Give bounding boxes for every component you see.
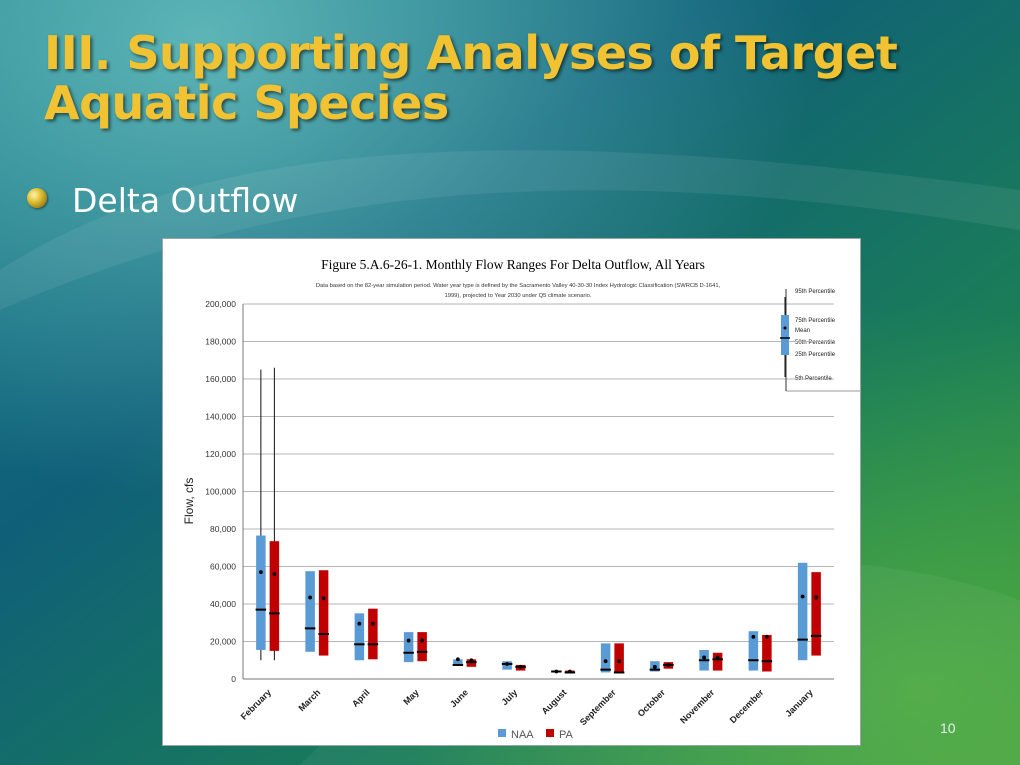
key-label-p95: 95th Percentile bbox=[795, 289, 836, 295]
y-tick-label: 60,000 bbox=[210, 562, 236, 572]
x-tick-label: November bbox=[678, 687, 717, 726]
y-tick-label: 200,000 bbox=[205, 299, 236, 309]
box-pa bbox=[368, 608, 378, 660]
x-tick-label: April bbox=[350, 687, 372, 709]
page-number: 10 bbox=[940, 720, 956, 736]
mean-dot-pa bbox=[617, 659, 622, 664]
key-label-p50: 50th Percentile bbox=[795, 340, 836, 346]
bullet-icon bbox=[27, 188, 47, 208]
mean-dot-naa bbox=[505, 662, 510, 666]
mean-dot-naa bbox=[603, 659, 608, 664]
key-mean-dot bbox=[783, 326, 787, 330]
y-tick-label: 80,000 bbox=[210, 524, 236, 534]
y-tick-label: 180,000 bbox=[205, 337, 236, 347]
x-tick-label: March bbox=[296, 687, 322, 713]
box-pa bbox=[712, 652, 723, 671]
key-label-p25: 25th Percentile bbox=[795, 352, 836, 358]
bullet-delta-outflow: Delta Outflow bbox=[72, 181, 299, 220]
box-naa bbox=[600, 643, 611, 673]
box-pa bbox=[762, 634, 772, 672]
mean-dot-pa bbox=[715, 655, 720, 660]
box-pa bbox=[417, 632, 427, 662]
box-chart: Figure 5.A.6-26-1. Monthly Flow Ranges F… bbox=[182, 257, 860, 741]
mean-dot-naa bbox=[800, 594, 805, 599]
box-naa bbox=[305, 571, 315, 652]
y-tick-label: 160,000 bbox=[205, 374, 236, 384]
legend-label-pa: PA bbox=[559, 729, 574, 741]
y-tick-label: 20,000 bbox=[210, 637, 236, 647]
legend-swatch-naa bbox=[498, 729, 506, 737]
key-label-p75: 75th Percentile bbox=[795, 318, 836, 324]
box-naa bbox=[354, 613, 365, 661]
key-box bbox=[781, 315, 789, 355]
x-tick-label: October bbox=[636, 687, 668, 719]
y-tick-label: 140,000 bbox=[205, 412, 236, 422]
box-pa bbox=[614, 643, 624, 674]
mean-dot-naa bbox=[357, 621, 362, 626]
legend-swatch-pa bbox=[546, 729, 554, 737]
mean-dot-pa bbox=[272, 572, 277, 576]
slide-title: III. Supporting Analyses of Target Aquat… bbox=[44, 26, 898, 130]
mean-dot-pa bbox=[764, 634, 769, 639]
mean-dot-naa bbox=[652, 664, 657, 669]
y-tick-label: 0 bbox=[231, 674, 236, 684]
chart-title: Figure 5.A.6-26-1. Monthly Flow Ranges F… bbox=[321, 257, 705, 272]
x-tick-label: August bbox=[540, 687, 569, 716]
x-tick-label: February bbox=[239, 687, 273, 721]
chart-subtitle-line2: 1999), projected to Year 2030 under Q5 c… bbox=[445, 293, 592, 299]
mean-dot-naa bbox=[406, 638, 411, 643]
mean-dot-pa bbox=[814, 595, 819, 600]
box-naa bbox=[403, 632, 414, 663]
y-tick-label: 120,000 bbox=[205, 449, 236, 459]
x-tick-label: June bbox=[448, 687, 470, 709]
x-tick-label: December bbox=[728, 687, 766, 725]
mean-dot-pa bbox=[567, 669, 572, 674]
mean-dot-pa bbox=[666, 663, 671, 667]
mean-dot-pa bbox=[420, 638, 425, 643]
box-naa bbox=[453, 659, 463, 666]
chart-figure: Figure 5.A.6-26-1. Monthly Flow Ranges F… bbox=[162, 238, 861, 746]
mean-dot-pa bbox=[469, 658, 474, 663]
x-tick-label: May bbox=[401, 687, 420, 706]
x-tick-label: July bbox=[499, 687, 519, 707]
mean-dot-pa bbox=[321, 596, 326, 601]
box-naa bbox=[256, 535, 266, 650]
y-axis-label: Flow, cfs bbox=[182, 478, 196, 525]
x-tick-label: September bbox=[578, 687, 618, 727]
mean-dot-naa bbox=[258, 570, 263, 575]
mean-dot-naa bbox=[455, 657, 460, 662]
mean-dot-naa bbox=[554, 669, 559, 674]
x-tick-label: January bbox=[783, 687, 814, 718]
y-tick-label: 100,000 bbox=[205, 487, 236, 497]
box-naa bbox=[748, 631, 759, 671]
mean-dot-pa bbox=[370, 621, 375, 626]
mean-dot-naa bbox=[308, 595, 313, 600]
legend-label-naa: NAA bbox=[511, 729, 534, 741]
mean-dot-naa bbox=[751, 634, 756, 639]
key-label-mean: Mean bbox=[795, 328, 810, 334]
box-naa bbox=[797, 562, 808, 661]
box-pa bbox=[811, 572, 821, 656]
y-tick-label: 40,000 bbox=[210, 599, 236, 609]
box-pa bbox=[269, 541, 280, 651]
mean-dot-naa bbox=[702, 655, 707, 660]
chart-subtitle-line1: Data based on the 82-year simulation per… bbox=[316, 283, 721, 289]
mean-dot-pa bbox=[518, 664, 523, 669]
box-pa bbox=[318, 570, 329, 656]
